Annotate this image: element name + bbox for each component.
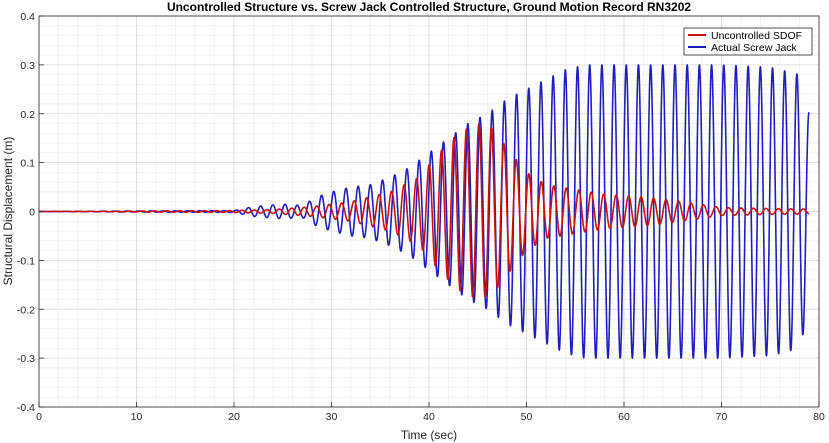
series-line-uncontrolled-sdof xyxy=(38,123,810,298)
y-tick-label: 0.4 xyxy=(20,11,35,23)
x-tick-labels: 0 10 20 30 40 50 60 70 80 xyxy=(36,411,825,423)
y-tick-label: -0.4 xyxy=(17,402,35,414)
x-tick-label: 20 xyxy=(228,411,240,423)
x-tick-label: 50 xyxy=(521,411,533,423)
series-line-actual-screw-jack xyxy=(38,64,810,359)
y-tick-label: 0.2 xyxy=(20,109,35,121)
x-tick-label: 30 xyxy=(326,411,338,423)
y-tick-label: -0.3 xyxy=(17,353,35,365)
y-axis-label: Structural Displacement (m) xyxy=(1,137,15,286)
x-tick-label: 10 xyxy=(131,411,143,423)
legend: Uncontrolled SDOF Actual Screw Jack xyxy=(683,27,813,56)
x-tick-label: 60 xyxy=(618,411,630,423)
legend-label-uncontrolled-sdof: Uncontrolled SDOF xyxy=(711,30,802,42)
x-tick-label: 80 xyxy=(813,411,825,423)
y-tick-label: -0.2 xyxy=(17,304,35,316)
x-tick-label: 40 xyxy=(423,411,435,423)
y-tick-label: 0.3 xyxy=(20,60,35,72)
x-tick-label: 70 xyxy=(716,411,728,423)
x-tick-label: 0 xyxy=(36,411,42,423)
legend-label-actual-screw-jack: Actual Screw Jack xyxy=(711,42,798,54)
y-tick-label: 0 xyxy=(29,207,35,219)
y-tick-label: -0.1 xyxy=(17,255,35,267)
series-layer xyxy=(38,64,810,359)
y-tick-labels: -0.4 -0.3 -0.2 -0.1 0 0.1 0.2 0.3 0.4 xyxy=(17,11,35,414)
chart-title: Uncontrolled Structure vs. Screw Jack Co… xyxy=(167,0,691,14)
x-axis-label: Time (sec) xyxy=(401,428,457,442)
legend-box xyxy=(683,27,813,56)
y-tick-label: 0.1 xyxy=(20,158,35,170)
axis-ticks xyxy=(38,15,820,408)
